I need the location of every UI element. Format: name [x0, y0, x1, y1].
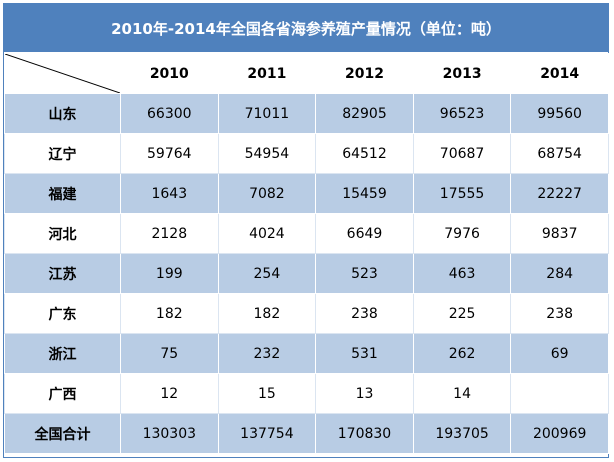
row-province: 全国合计 [4, 413, 121, 454]
table-cell: 531 [315, 333, 414, 374]
table-cell: 13 [315, 373, 414, 414]
header-row: 2010 2011 2012 2013 2014 [4, 53, 609, 94]
table-cell: 68754 [510, 133, 609, 174]
production-table: 2010 2011 2012 2013 2014 山东 66300 71011 … [4, 53, 609, 454]
column-header-2014: 2014 [510, 53, 609, 94]
table-row: 江苏 199 254 523 463 284 [4, 253, 609, 294]
table-row: 河北 2128 4024 6649 7976 9837 [4, 213, 609, 254]
table-cell: 199 [120, 253, 219, 294]
table-cell [510, 373, 609, 414]
table-cell: 1643 [120, 173, 219, 214]
table-cell: 130303 [120, 413, 219, 454]
table-row: 山东 66300 71011 82905 96523 99560 [4, 93, 609, 134]
row-province: 河北 [4, 213, 121, 254]
table-cell: 7082 [217, 173, 317, 214]
table-cell: 22227 [510, 173, 609, 214]
row-province: 江苏 [4, 253, 121, 294]
total-row: 全国合计 130303 137754 170830 193705 200969 [4, 413, 609, 454]
table-cell: 170830 [315, 413, 414, 454]
table-cell: 7976 [412, 213, 512, 254]
table-cell: 12 [120, 373, 219, 414]
table-cell: 284 [510, 253, 609, 294]
table-row: 福建 1643 7082 15459 17555 22227 [4, 173, 609, 214]
table-cell: 15 [217, 373, 317, 414]
table-cell: 4024 [217, 213, 317, 254]
row-province: 辽宁 [4, 133, 121, 174]
table-cell: 96523 [412, 93, 512, 134]
table-cell: 463 [412, 253, 512, 294]
table-cell: 137754 [217, 413, 317, 454]
table-cell: 75 [120, 333, 219, 374]
table-cell: 232 [217, 333, 317, 374]
column-header-2010: 2010 [120, 53, 219, 94]
table-cell: 64512 [315, 133, 414, 174]
table-cell: 82905 [315, 93, 414, 134]
table-cell: 182 [120, 293, 219, 334]
table-cell: 66300 [120, 93, 219, 134]
column-header-2012: 2012 [315, 53, 414, 94]
table-cell: 6649 [315, 213, 414, 254]
table-cell: 54954 [217, 133, 317, 174]
table-cell: 262 [412, 333, 512, 374]
table-cell: 238 [510, 293, 609, 334]
row-province: 广东 [4, 293, 121, 334]
table-cell: 71011 [217, 93, 317, 134]
table-row: 辽宁 59764 54954 64512 70687 68754 [4, 133, 609, 174]
table-cell: 70687 [412, 133, 512, 174]
column-header-2013: 2013 [412, 53, 512, 94]
table-cell: 9837 [510, 213, 609, 254]
row-province: 浙江 [4, 333, 121, 374]
table-cell: 69 [510, 333, 609, 374]
row-province: 山东 [4, 93, 121, 134]
data-table-frame: 2010年-2014年全国各省海参养殖产量情况（单位：吨） 2010 2011 … [3, 3, 609, 458]
table-title: 2010年-2014年全国各省海参养殖产量情况（单位：吨） [4, 4, 608, 52]
table-row: 浙江 75 232 531 262 69 [4, 333, 609, 374]
table-cell: 99560 [510, 93, 609, 134]
table-cell: 17555 [412, 173, 512, 214]
table-cell: 182 [217, 293, 317, 334]
table-row: 广东 182 182 238 225 238 [4, 293, 609, 334]
table-cell: 193705 [412, 413, 512, 454]
row-province: 广西 [4, 373, 121, 414]
diagonal-divider-icon [5, 54, 120, 93]
corner-cell [4, 53, 121, 94]
table-cell: 2128 [120, 213, 219, 254]
row-province: 福建 [4, 173, 121, 214]
table-cell: 225 [412, 293, 512, 334]
table-cell: 200969 [510, 413, 609, 454]
table-cell: 15459 [315, 173, 414, 214]
table-row: 广西 12 15 13 14 [4, 373, 609, 414]
table-cell: 238 [315, 293, 414, 334]
table-cell: 59764 [120, 133, 219, 174]
table-cell: 14 [412, 373, 512, 414]
column-header-2011: 2011 [217, 53, 317, 94]
table-cell: 523 [315, 253, 414, 294]
table-cell: 254 [217, 253, 317, 294]
